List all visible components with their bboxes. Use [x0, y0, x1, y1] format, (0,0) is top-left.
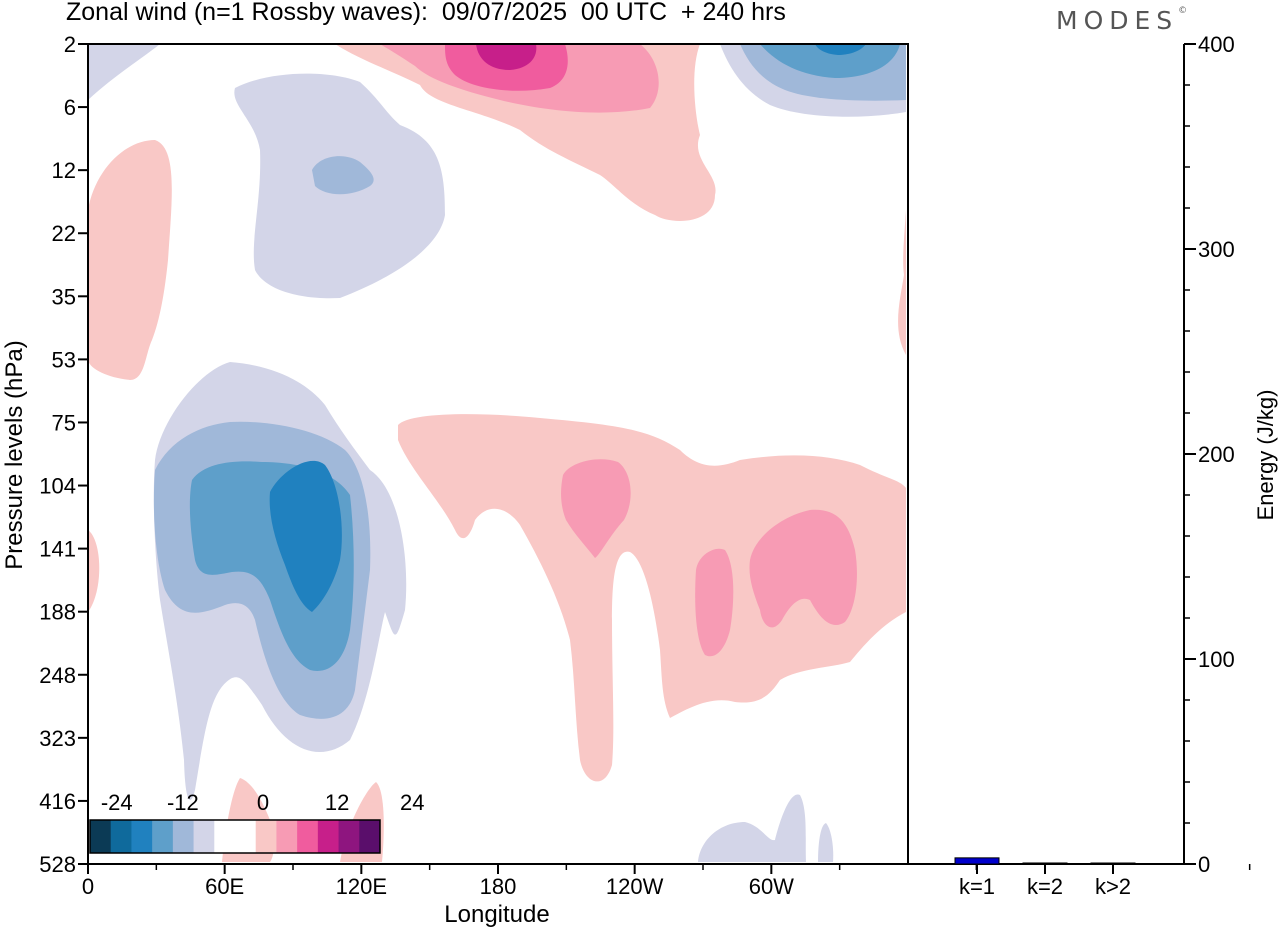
colorbar-label: -12 [167, 790, 199, 815]
longitude-tick-label: 120W [606, 874, 664, 899]
longitude-tick-label: 120E [336, 874, 387, 899]
energy-bars: k=1 k=2 k>2 [954, 857, 1136, 899]
colorbar-swatch [359, 820, 381, 853]
longitude-axis: 0 60E 120E 180 120W 60W [82, 864, 1251, 899]
colorbar-label: 24 [400, 790, 424, 815]
colorbar-label: 0 [257, 790, 269, 815]
pressure-tick-label: 35 [52, 284, 76, 309]
pressure-tick-label: 104 [39, 474, 76, 499]
colorbar-swatch [214, 820, 236, 853]
bar-category-label: k=1 [959, 874, 995, 899]
energy-bar [1090, 862, 1136, 865]
contour-neg-topleft [88, 44, 160, 100]
contour-pos-leftedge [88, 530, 100, 612]
energy-axis: 0 100 200 300 400 [908, 32, 1235, 877]
energy-tick-label: 200 [1198, 442, 1235, 467]
pressure-tick-label: 248 [39, 663, 76, 688]
contour-pos-lower-2 [561, 459, 631, 558]
longitude-tick-label: 180 [480, 874, 517, 899]
colorbar: -24 -12 0 12 24 [89, 790, 425, 854]
contour-neg-bottom [698, 794, 806, 862]
energy-tick-label: 400 [1198, 32, 1235, 57]
contour-pos-left [88, 140, 172, 380]
contour-pos-upper-4 [476, 44, 537, 70]
colorbar-swatch [110, 820, 132, 853]
pressure-tick-label: 53 [52, 347, 76, 372]
contour-neg-topright-4 [815, 44, 866, 55]
colorbar-swatch [317, 820, 340, 853]
energy-bar [1022, 862, 1068, 865]
colorbar-swatch [131, 820, 153, 853]
pressure-tick-label: 12 [52, 158, 76, 183]
pressure-tick-label: 141 [39, 537, 76, 562]
energy-bar [954, 857, 1000, 865]
colorbar-swatch [297, 820, 319, 853]
longitude-tick-label: 60W [749, 874, 794, 899]
contour-neg-topright-3 [760, 44, 900, 78]
colorbar-label: -24 [101, 790, 133, 815]
pressure-tick-label: 528 [39, 852, 76, 877]
energy-tick-label: 100 [1198, 647, 1235, 672]
colorbar-frame [89, 819, 381, 854]
contour-field [88, 44, 906, 862]
colorbar-swatch [235, 820, 257, 853]
pressure-axis: 2 6 12 22 35 53 75 104 141 188 248 323 416 528 [39, 32, 88, 877]
colorbar-swatch [276, 820, 298, 853]
contour-neg-upper-2 [312, 156, 374, 195]
contour-pos-rightedge [898, 210, 906, 355]
x-axis-label: Longitude [444, 901, 549, 928]
contour-pos-lower-4 [749, 509, 857, 628]
colorbar-swatch [152, 820, 174, 853]
chart-title: Zonal wind (n=1 Rossby waves): 09/07/202… [66, 0, 786, 26]
colorbar-swatch [90, 820, 112, 853]
contour-neg-bottom-2 [818, 823, 834, 862]
energy-tick-label: 0 [1198, 852, 1210, 877]
longitude-tick-label: 0 [82, 874, 94, 899]
pressure-tick-label: 416 [39, 789, 76, 814]
colorbar-swatch [338, 820, 360, 853]
modes-logo: MODES© [1056, 6, 1187, 35]
logo-mark: © [1178, 6, 1188, 16]
logo-text: MODES [1056, 6, 1179, 35]
pressure-tick-label: 22 [52, 221, 76, 246]
y-axis-label: Pressure levels (hPa) [1, 340, 28, 569]
pressure-tick-label: 75 [52, 410, 76, 435]
colorbar-swatch [193, 820, 215, 853]
contour-pos-lower-1 [398, 414, 906, 782]
contour-neg-main-4 [269, 460, 342, 612]
energy-axis-label: Energy (J/kg) [1253, 390, 1278, 521]
contour-pos-lower-3 [695, 548, 734, 657]
pressure-tick-label: 323 [39, 726, 76, 751]
bar-category-label: k>2 [1095, 874, 1131, 899]
longitude-tick-label: 60E [205, 874, 244, 899]
colorbar-swatch [255, 820, 277, 853]
pressure-tick-label: 2 [64, 32, 76, 57]
colorbar-swatch [172, 820, 195, 853]
pressure-tick-label: 188 [39, 600, 76, 625]
energy-tick-label: 300 [1198, 237, 1235, 262]
pressure-tick-label: 6 [64, 95, 76, 120]
bar-category-label: k=2 [1027, 874, 1063, 899]
colorbar-label: 12 [325, 790, 349, 815]
